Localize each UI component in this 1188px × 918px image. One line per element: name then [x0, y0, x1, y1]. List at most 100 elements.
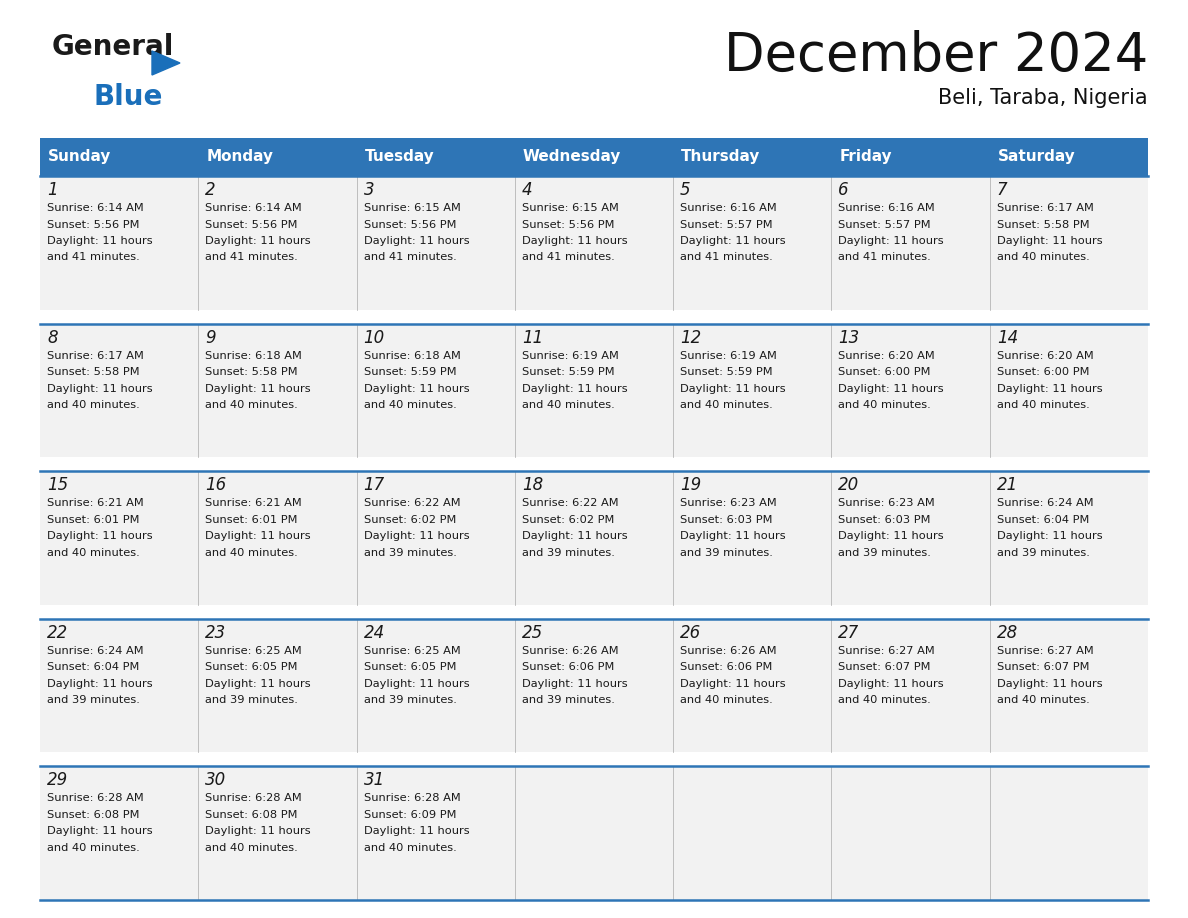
Bar: [40, 324, 1148, 457]
Text: 6: 6: [839, 181, 849, 199]
Text: Daylight: 11 hours: Daylight: 11 hours: [522, 384, 627, 394]
Text: Sunday: Sunday: [48, 150, 112, 164]
Text: Sunrise: 6:25 AM: Sunrise: 6:25 AM: [364, 645, 460, 655]
Bar: [990, 138, 1148, 176]
Text: 17: 17: [364, 476, 385, 494]
Text: Daylight: 11 hours: Daylight: 11 hours: [839, 384, 944, 394]
Text: Sunrise: 6:23 AM: Sunrise: 6:23 AM: [681, 498, 777, 509]
Text: Sunrise: 6:23 AM: Sunrise: 6:23 AM: [839, 498, 935, 509]
Text: 3: 3: [364, 181, 374, 199]
Text: Daylight: 11 hours: Daylight: 11 hours: [206, 384, 311, 394]
Text: Sunset: 5:59 PM: Sunset: 5:59 PM: [364, 367, 456, 377]
Text: Sunrise: 6:16 AM: Sunrise: 6:16 AM: [681, 203, 777, 213]
Text: 8: 8: [48, 329, 58, 347]
Text: Daylight: 11 hours: Daylight: 11 hours: [997, 384, 1102, 394]
Text: Daylight: 11 hours: Daylight: 11 hours: [839, 236, 944, 246]
Text: Sunrise: 6:16 AM: Sunrise: 6:16 AM: [839, 203, 935, 213]
Text: and 40 minutes.: and 40 minutes.: [48, 400, 140, 410]
Text: Saturday: Saturday: [998, 150, 1075, 164]
Text: 1: 1: [48, 181, 58, 199]
Text: Wednesday: Wednesday: [523, 150, 621, 164]
Text: Sunset: 6:03 PM: Sunset: 6:03 PM: [681, 515, 772, 525]
Text: Sunrise: 6:20 AM: Sunrise: 6:20 AM: [997, 351, 1093, 361]
Text: Sunrise: 6:21 AM: Sunrise: 6:21 AM: [48, 498, 144, 509]
Text: Sunrise: 6:18 AM: Sunrise: 6:18 AM: [206, 351, 302, 361]
Text: and 41 minutes.: and 41 minutes.: [522, 252, 614, 263]
Text: Daylight: 11 hours: Daylight: 11 hours: [206, 826, 311, 836]
Text: General: General: [52, 33, 175, 61]
Text: Beli, Taraba, Nigeria: Beli, Taraba, Nigeria: [939, 88, 1148, 108]
Text: and 40 minutes.: and 40 minutes.: [997, 695, 1089, 705]
Text: and 40 minutes.: and 40 minutes.: [206, 548, 298, 558]
Text: and 41 minutes.: and 41 minutes.: [206, 252, 298, 263]
Text: Daylight: 11 hours: Daylight: 11 hours: [522, 678, 627, 688]
Text: Sunset: 6:02 PM: Sunset: 6:02 PM: [522, 515, 614, 525]
Text: and 41 minutes.: and 41 minutes.: [681, 252, 773, 263]
Text: Sunrise: 6:24 AM: Sunrise: 6:24 AM: [48, 645, 144, 655]
Text: 31: 31: [364, 771, 385, 789]
Text: Sunrise: 6:22 AM: Sunrise: 6:22 AM: [522, 498, 619, 509]
Text: Sunset: 6:04 PM: Sunset: 6:04 PM: [48, 662, 139, 672]
Text: Daylight: 11 hours: Daylight: 11 hours: [997, 532, 1102, 542]
Text: Sunrise: 6:28 AM: Sunrise: 6:28 AM: [364, 793, 460, 803]
Text: and 39 minutes.: and 39 minutes.: [206, 695, 298, 705]
Text: Daylight: 11 hours: Daylight: 11 hours: [206, 678, 311, 688]
Text: Daylight: 11 hours: Daylight: 11 hours: [522, 236, 627, 246]
Text: 10: 10: [364, 329, 385, 347]
Text: and 39 minutes.: and 39 minutes.: [364, 548, 456, 558]
Text: 23: 23: [206, 624, 227, 642]
Text: 22: 22: [48, 624, 68, 642]
Text: and 40 minutes.: and 40 minutes.: [48, 843, 140, 853]
Text: Sunset: 6:06 PM: Sunset: 6:06 PM: [522, 662, 614, 672]
Bar: [40, 471, 1148, 605]
Text: and 40 minutes.: and 40 minutes.: [997, 252, 1089, 263]
Text: Sunrise: 6:25 AM: Sunrise: 6:25 AM: [206, 645, 302, 655]
Text: Tuesday: Tuesday: [365, 150, 435, 164]
Text: Sunset: 6:05 PM: Sunset: 6:05 PM: [206, 662, 298, 672]
Text: and 39 minutes.: and 39 minutes.: [839, 548, 931, 558]
Text: Sunrise: 6:24 AM: Sunrise: 6:24 AM: [997, 498, 1093, 509]
Text: Sunrise: 6:15 AM: Sunrise: 6:15 AM: [364, 203, 461, 213]
Text: 9: 9: [206, 329, 216, 347]
Text: 19: 19: [681, 476, 701, 494]
Text: Sunset: 6:06 PM: Sunset: 6:06 PM: [681, 662, 772, 672]
Text: 15: 15: [48, 476, 68, 494]
Bar: [674, 138, 832, 176]
Text: and 39 minutes.: and 39 minutes.: [364, 695, 456, 705]
Text: 12: 12: [681, 329, 701, 347]
Bar: [198, 138, 356, 176]
Text: and 39 minutes.: and 39 minutes.: [997, 548, 1089, 558]
Text: Sunrise: 6:14 AM: Sunrise: 6:14 AM: [48, 203, 144, 213]
Text: 24: 24: [364, 624, 385, 642]
Text: Daylight: 11 hours: Daylight: 11 hours: [48, 384, 152, 394]
Text: and 40 minutes.: and 40 minutes.: [839, 695, 931, 705]
Text: and 41 minutes.: and 41 minutes.: [48, 252, 140, 263]
Text: Sunset: 5:58 PM: Sunset: 5:58 PM: [206, 367, 298, 377]
Text: Daylight: 11 hours: Daylight: 11 hours: [48, 678, 152, 688]
Text: Daylight: 11 hours: Daylight: 11 hours: [364, 532, 469, 542]
Text: 11: 11: [522, 329, 543, 347]
Text: Sunrise: 6:28 AM: Sunrise: 6:28 AM: [206, 793, 302, 803]
Text: and 39 minutes.: and 39 minutes.: [522, 695, 614, 705]
Text: 7: 7: [997, 181, 1007, 199]
Text: 25: 25: [522, 624, 543, 642]
Text: Sunset: 6:03 PM: Sunset: 6:03 PM: [839, 515, 931, 525]
Text: Daylight: 11 hours: Daylight: 11 hours: [681, 532, 785, 542]
Text: 5: 5: [681, 181, 690, 199]
Text: Sunset: 6:05 PM: Sunset: 6:05 PM: [364, 662, 456, 672]
Text: Sunrise: 6:21 AM: Sunrise: 6:21 AM: [206, 498, 302, 509]
Bar: [40, 767, 1148, 900]
Text: and 40 minutes.: and 40 minutes.: [522, 400, 614, 410]
Text: Sunrise: 6:27 AM: Sunrise: 6:27 AM: [997, 645, 1093, 655]
Text: Sunset: 6:02 PM: Sunset: 6:02 PM: [364, 515, 456, 525]
Text: and 40 minutes.: and 40 minutes.: [364, 843, 456, 853]
Text: and 40 minutes.: and 40 minutes.: [364, 400, 456, 410]
Text: Sunset: 6:08 PM: Sunset: 6:08 PM: [48, 810, 139, 820]
Text: Sunset: 6:07 PM: Sunset: 6:07 PM: [839, 662, 931, 672]
Text: 14: 14: [997, 329, 1018, 347]
Text: and 40 minutes.: and 40 minutes.: [206, 843, 298, 853]
Bar: [40, 138, 198, 176]
Text: Daylight: 11 hours: Daylight: 11 hours: [997, 236, 1102, 246]
Text: Sunset: 6:07 PM: Sunset: 6:07 PM: [997, 662, 1089, 672]
Text: Daylight: 11 hours: Daylight: 11 hours: [364, 236, 469, 246]
